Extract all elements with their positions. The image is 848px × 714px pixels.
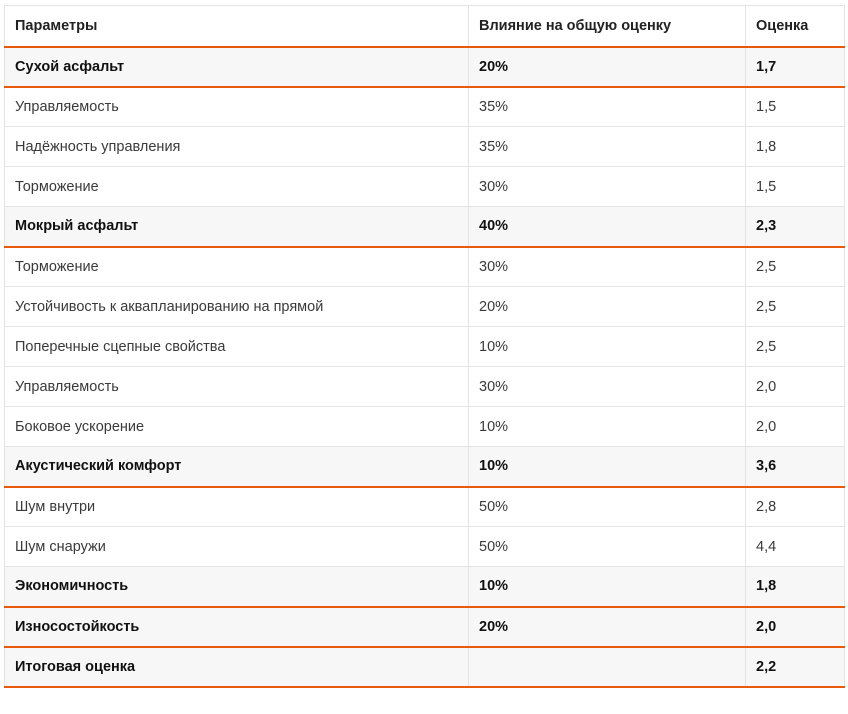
cell-parameter: Боковое ускорение [4, 406, 469, 447]
cell-parameter: Управляемость [4, 366, 469, 407]
cell-weight: 30% [468, 166, 746, 207]
cell-parameter: Шум снаружи [4, 526, 469, 567]
cell-score: 2,5 [745, 246, 845, 287]
cell-parameter: Устойчивость к аквапланированию на прямо… [4, 286, 469, 327]
cell-weight [468, 645, 746, 688]
cell-parameter: Торможение [4, 246, 469, 287]
table-row: Торможение 30% 1,5 [4, 166, 845, 207]
cell-score: 1,5 [745, 166, 845, 207]
cell-weight: 20% [468, 286, 746, 327]
cell-weight: 10% [468, 566, 746, 608]
table-row: Надёжность управления 35% 1,8 [4, 126, 845, 167]
section-row: Акустический комфорт 10% 3,6 [4, 446, 845, 488]
table-row: Поперечные сцепные свойства 10% 2,5 [4, 326, 845, 367]
ratings-table-container: Параметры Влияние на общую оценку Оценка… [4, 5, 845, 688]
header-parameters: Параметры [4, 5, 469, 48]
cell-score: 1,8 [745, 126, 845, 167]
cell-score: 2,0 [745, 606, 845, 648]
cell-parameter: Шум внутри [4, 486, 469, 527]
cell-parameter: Итоговая оценка [4, 645, 469, 688]
table-row: Торможение 30% 2,5 [4, 246, 845, 287]
cell-parameter: Износостойкость [4, 606, 469, 648]
cell-score: 3,6 [745, 446, 845, 488]
total-row: Итоговая оценка 2,2 [4, 645, 845, 688]
cell-score: 2,0 [745, 406, 845, 447]
header-score: Оценка [745, 5, 845, 48]
cell-score: 1,5 [745, 86, 845, 127]
cell-score: 1,8 [745, 566, 845, 608]
section-row: Экономичность 10% 1,8 [4, 566, 845, 608]
header-weight: Влияние на общую оценку [468, 5, 746, 48]
cell-score: 2,0 [745, 366, 845, 407]
cell-score: 2,8 [745, 486, 845, 527]
header-row: Параметры Влияние на общую оценку Оценка [4, 5, 845, 48]
cell-score: 1,7 [745, 46, 845, 88]
cell-parameter: Сухой асфальт [4, 46, 469, 88]
cell-weight: 20% [468, 46, 746, 88]
table-row: Шум внутри 50% 2,8 [4, 486, 845, 527]
table-body: Сухой асфальт 20% 1,7 Управляемость 35% 1,5 На… [4, 46, 845, 688]
table-row: Управляемость 30% 2,0 [4, 366, 845, 407]
cell-weight: 50% [468, 486, 746, 527]
section-row: Сухой асфальт 20% 1,7 [4, 46, 845, 88]
cell-weight: 35% [468, 86, 746, 127]
cell-weight: 20% [468, 606, 746, 648]
cell-parameter: Мокрый асфальт [4, 206, 469, 248]
cell-parameter: Экономичность [4, 566, 469, 608]
table-row: Устойчивость к аквапланированию на прямо… [4, 286, 845, 327]
cell-score: 2,5 [745, 326, 845, 367]
table-row: Боковое ускорение 10% 2,0 [4, 406, 845, 447]
cell-parameter: Поперечные сцепные свойства [4, 326, 469, 367]
section-row: Мокрый асфальт 40% 2,3 [4, 206, 845, 248]
cell-weight: 30% [468, 366, 746, 407]
cell-parameter: Надёжность управления [4, 126, 469, 167]
table-row: Управляемость 35% 1,5 [4, 86, 845, 127]
cell-parameter: Управляемость [4, 86, 469, 127]
cell-weight: 40% [468, 206, 746, 248]
cell-weight: 10% [468, 446, 746, 488]
cell-parameter: Акустический комфорт [4, 446, 469, 488]
cell-parameter: Торможение [4, 166, 469, 207]
cell-weight: 30% [468, 246, 746, 287]
table-row: Шум снаружи 50% 4,4 [4, 526, 845, 567]
cell-weight: 35% [468, 126, 746, 167]
cell-score: 4,4 [745, 526, 845, 567]
cell-weight: 10% [468, 326, 746, 367]
table-header: Параметры Влияние на общую оценку Оценка [4, 5, 845, 48]
cell-score: 2,2 [745, 645, 845, 688]
section-row: Износостойкость 20% 2,0 [4, 606, 845, 648]
cell-score: 2,3 [745, 206, 845, 248]
cell-weight: 50% [468, 526, 746, 567]
ratings-table: Параметры Влияние на общую оценку Оценка… [4, 5, 845, 688]
cell-weight: 10% [468, 406, 746, 447]
cell-score: 2,5 [745, 286, 845, 327]
